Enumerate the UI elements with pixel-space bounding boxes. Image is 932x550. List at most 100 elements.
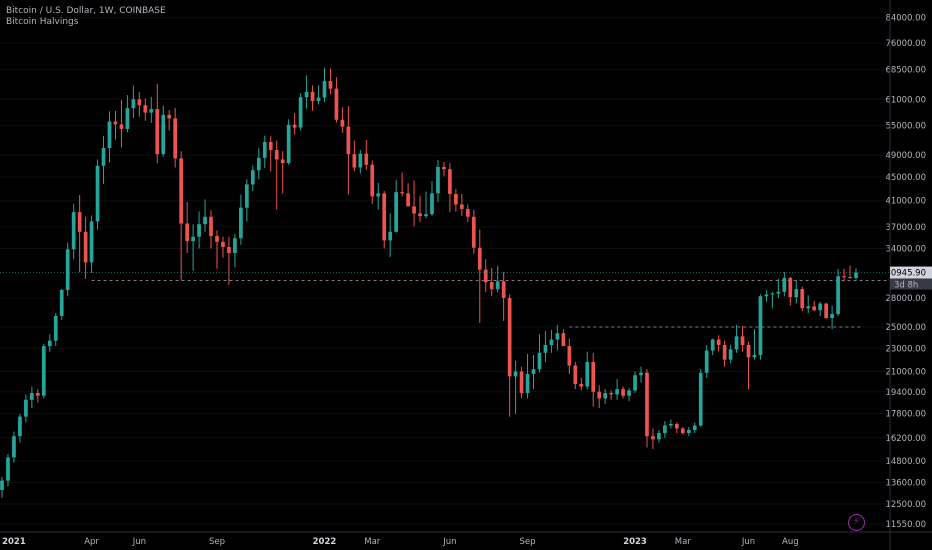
candle: [459, 193, 464, 217]
candle: [471, 209, 476, 254]
candle-body: [465, 208, 470, 217]
candle-body: [830, 314, 834, 318]
candle-body: [716, 339, 721, 345]
candle-body: [728, 349, 733, 360]
candle: [83, 216, 88, 279]
candle-body: [227, 247, 231, 254]
candle: [734, 324, 739, 353]
candle: [692, 422, 697, 434]
candle: [507, 294, 512, 417]
candle-body: [477, 247, 482, 270]
time-tick-label: Sep: [520, 537, 536, 547]
current-price-tag: 30945.90 3d 8h: [0, 266, 932, 291]
candle-body: [340, 119, 345, 127]
candle-body: [495, 281, 500, 290]
candle-body: [740, 336, 745, 345]
indicator-label[interactable]: Bitcoin Halvings: [6, 17, 79, 27]
candle-body: [442, 166, 446, 170]
candle: [185, 201, 189, 254]
candle-body: [274, 150, 279, 160]
candle: [370, 160, 375, 204]
candle: [239, 194, 243, 245]
candle: [209, 210, 213, 249]
candle: [12, 431, 16, 463]
candle: [155, 83, 160, 164]
candle-body: [412, 206, 416, 214]
time-tick-label: Sep: [209, 537, 225, 547]
candle-body: [89, 221, 94, 263]
candle-body: [633, 375, 637, 391]
candle: [352, 140, 357, 172]
candle-body: [173, 118, 178, 159]
candle-body: [370, 164, 375, 197]
candle-body: [537, 352, 542, 370]
candle: [824, 302, 828, 319]
candle-body: [83, 231, 88, 263]
candle: [179, 151, 184, 281]
lightning-bolt-icon[interactable]: ⚡: [848, 514, 865, 531]
candle: [842, 268, 846, 282]
price-tick-label: 11550.00: [885, 520, 926, 530]
time-tick-label: Mar: [364, 537, 381, 547]
candle-body: [525, 373, 530, 394]
candle-body: [657, 433, 661, 440]
candle-body: [376, 193, 381, 197]
candle-body: [692, 425, 697, 431]
candle-body: [698, 372, 703, 426]
candle-body: [507, 298, 512, 377]
price-tick-label: 19400.00: [885, 388, 926, 398]
candle: [77, 195, 82, 273]
candle-body: [418, 213, 422, 217]
candle: [328, 68, 333, 95]
price-tick-label: 13600.00: [885, 478, 926, 488]
candle: [268, 136, 273, 172]
candle-body: [113, 121, 118, 125]
candle: [657, 430, 661, 443]
candle-body: [639, 372, 643, 376]
time-tick-label: Aug: [782, 537, 799, 547]
candle-body: [53, 316, 58, 341]
candle: [848, 265, 852, 279]
candle: [531, 355, 536, 390]
candle-body: [400, 192, 404, 194]
candle-body: [239, 207, 243, 239]
price-tick-label: 21000.00: [885, 368, 926, 378]
price-tick-label: 17800.00: [885, 410, 926, 420]
candle: [615, 378, 619, 400]
candle: [836, 268, 840, 317]
candle-body: [334, 88, 339, 120]
candle: [483, 259, 488, 292]
candle-body: [35, 393, 40, 396]
candle-body: [651, 436, 655, 440]
candle: [651, 428, 655, 450]
price-tick-label: 61000.00: [885, 95, 926, 105]
candle: [454, 189, 458, 212]
candle-body: [788, 277, 793, 298]
price-tick-label: 14800.00: [885, 457, 926, 467]
candle-body: [0, 480, 4, 491]
candle: [221, 236, 225, 258]
candle-body: [167, 114, 172, 119]
candle: [603, 389, 608, 404]
price-tick-label: 12500.00: [885, 500, 926, 510]
chart-legend: Bitcoin / U.S. Dollar, 1W, COINBASE Bitc…: [6, 6, 166, 28]
candle-body: [137, 99, 142, 106]
candle: [770, 291, 775, 309]
candle: [537, 334, 542, 373]
candle: [197, 211, 201, 249]
candle: [95, 159, 100, 230]
price-tick-label: 23000.00: [885, 344, 926, 354]
candle: [591, 352, 596, 407]
candle: [161, 105, 166, 157]
candle: [250, 165, 255, 191]
candle: [346, 106, 351, 195]
candle-body: [304, 91, 309, 98]
candle-body: [197, 224, 201, 237]
candle-body: [125, 108, 130, 129]
symbol-title[interactable]: Bitcoin / U.S. Dollar, 1W, COINBASE: [6, 6, 166, 16]
candle-body: [215, 236, 219, 242]
candle-body: [352, 154, 357, 168]
candle-body: [454, 193, 458, 205]
